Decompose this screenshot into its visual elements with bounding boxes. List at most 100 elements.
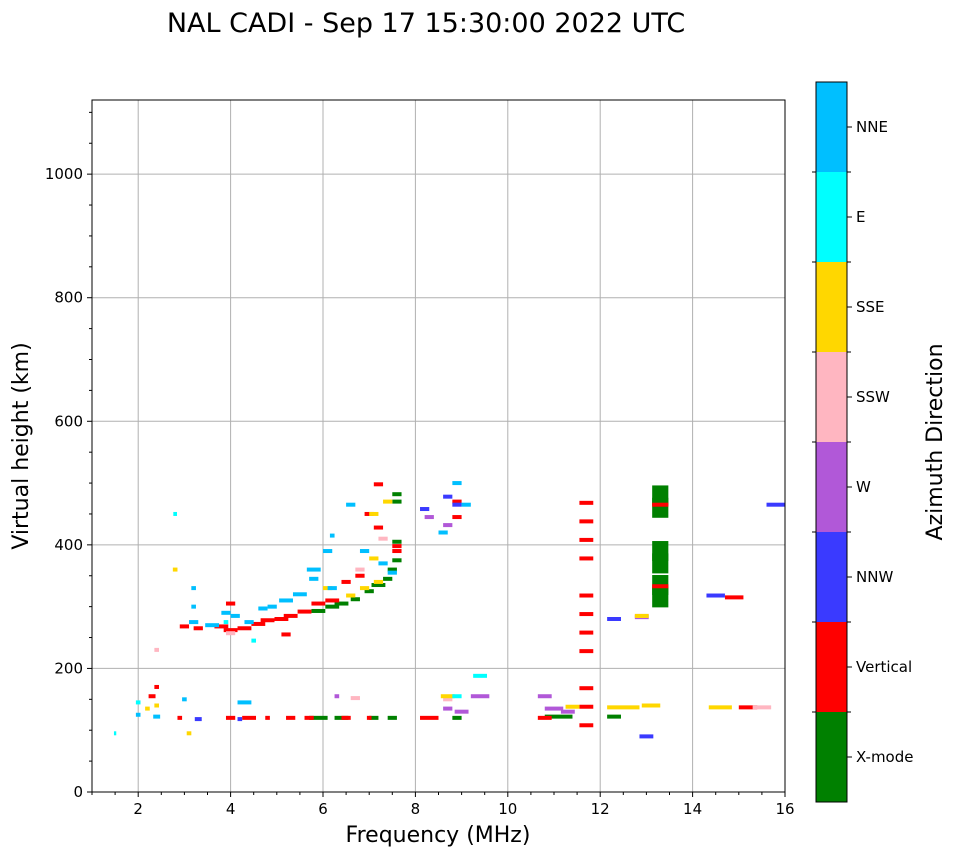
data-point-nne: [327, 586, 337, 591]
data-point-x-mode: [392, 539, 402, 544]
data-point-ssw: [378, 536, 388, 541]
data-point-vertical: [148, 694, 156, 699]
data-point-x-mode: [364, 589, 374, 594]
colorbar: X-mode Vertical NNW W SSW SSE E NNE: [812, 81, 913, 803]
data-point-nne: [191, 604, 196, 609]
data-point-ssw: [225, 631, 236, 636]
data-point-sse: [383, 499, 393, 504]
data-point-vertical: [364, 511, 374, 516]
data-point-vertical: [283, 613, 298, 618]
data-point-w: [470, 694, 490, 699]
data-point-x-mode: [392, 499, 402, 504]
data-point-nne: [267, 604, 277, 609]
data-point-sse: [634, 613, 649, 618]
data-point-x-mode: [383, 576, 393, 581]
x-tick-label: 10: [498, 800, 517, 818]
x-axis-label: Frequency (MHz): [346, 823, 531, 848]
data-point-vertical: [214, 624, 229, 629]
data-point-x-mode: [350, 597, 360, 602]
data-point-vertical: [179, 624, 190, 629]
colorbar-label-item: SSE: [856, 298, 885, 316]
data-point-vertical: [274, 617, 289, 621]
data-point-w: [454, 709, 469, 714]
data-point-x-mode: [371, 583, 386, 588]
data-point-vertical: [311, 601, 326, 606]
colorbar-swatch: [816, 82, 847, 172]
data-point-vertical: [341, 715, 351, 720]
y-tick-label: 1000: [45, 165, 83, 183]
data-point-vertical: [579, 593, 594, 598]
data-point-vertical: [355, 573, 365, 578]
data-point-w: [443, 706, 453, 711]
data-point-ssw: [752, 705, 772, 710]
data-point-vertical: [297, 609, 312, 614]
colorbar-swatch: [816, 622, 847, 712]
data-point-vertical: [652, 584, 669, 589]
y-tick-label: 400: [54, 536, 83, 554]
data-point-x-mode: [392, 492, 402, 497]
data-point-vertical: [225, 715, 236, 720]
data-point-vertical: [579, 519, 594, 524]
data-point-nne: [359, 549, 370, 554]
x-tick-label: 16: [775, 800, 794, 818]
data-point-e: [113, 731, 117, 736]
data-point-vertical: [579, 723, 594, 728]
data-point-nne: [306, 567, 321, 572]
data-point-w: [443, 523, 453, 528]
data-point-x-mode: [452, 715, 462, 720]
data-point-vertical: [225, 601, 236, 606]
colorbar-label-item: NNE: [856, 118, 888, 136]
data-point-vertical: [154, 684, 159, 689]
colorbar-label-item: W: [856, 478, 871, 496]
colorbar-label-item: Vertical: [856, 658, 912, 676]
data-point-vertical: [724, 595, 744, 600]
colorbar-swatch: [816, 442, 847, 532]
data-point-ssw: [443, 697, 453, 702]
data-point-nne: [221, 610, 231, 615]
chart-title: NAL CADI - Sep 17 15:30:00 2022 UTC: [167, 8, 685, 39]
data-point-nne: [292, 592, 307, 597]
data-point-vertical: [579, 537, 594, 542]
y-tick-label: 600: [54, 412, 83, 430]
colorbar-swatch: [816, 262, 847, 352]
data-point-nne: [182, 697, 187, 702]
y-tick-label: 0: [73, 783, 83, 801]
colorbar-label-item: SSW: [856, 388, 890, 406]
data-point-sse: [708, 705, 732, 710]
data-point-nne: [237, 700, 252, 705]
y-axis-ticks: 0 200 400 600 800 1000: [45, 111, 92, 801]
data-point-nne: [135, 712, 141, 717]
data-point-vertical: [260, 618, 275, 623]
data-point-x-mode: [311, 608, 326, 613]
data-point-vertical: [579, 630, 594, 635]
colorbar-label-item: NNW: [856, 568, 893, 586]
data-marks: [113, 481, 785, 739]
data-point-w: [544, 706, 564, 711]
data-point-vertical: [325, 598, 340, 603]
data-point-vertical: [392, 549, 402, 554]
data-point-e: [251, 638, 257, 643]
colorbar-frame: [815, 81, 848, 803]
data-point-vertical: [251, 621, 266, 626]
data-point-sse: [346, 593, 356, 598]
x-tick-label: 8: [411, 800, 421, 818]
data-point-e: [135, 700, 141, 705]
data-point-vertical: [738, 705, 758, 710]
data-point-nne: [153, 714, 161, 719]
data-point-nnw: [607, 617, 621, 621]
data-point-x-mode: [652, 485, 669, 506]
data-point-nne: [452, 481, 462, 486]
data-point-w: [334, 694, 340, 699]
colorbar-label-item: X-mode: [856, 748, 913, 766]
data-point-nne: [387, 570, 397, 575]
data-point-nnw: [766, 502, 785, 507]
data-point-sse: [641, 703, 661, 708]
x-tick-label: 14: [683, 800, 702, 818]
data-point-w: [424, 515, 434, 520]
data-point-e: [473, 673, 488, 678]
data-point-x-mode: [325, 604, 340, 609]
data-point-sse: [186, 731, 192, 736]
data-point-vertical: [537, 715, 552, 720]
data-point-e: [173, 511, 178, 516]
data-point-vertical: [373, 525, 384, 530]
